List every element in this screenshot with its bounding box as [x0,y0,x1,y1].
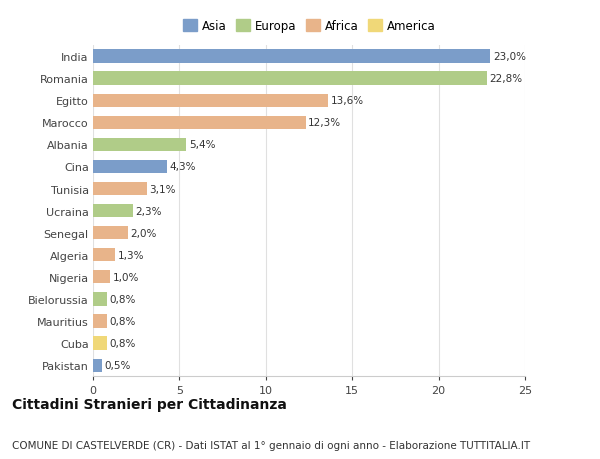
Legend: Asia, Europa, Africa, America: Asia, Europa, Africa, America [179,17,439,37]
Text: COMUNE DI CASTELVERDE (CR) - Dati ISTAT al 1° gennaio di ogni anno - Elaborazion: COMUNE DI CASTELVERDE (CR) - Dati ISTAT … [12,440,530,450]
Bar [93,117,305,129]
Bar [93,249,115,262]
Text: 22,8%: 22,8% [490,74,523,84]
Bar [93,161,167,174]
Bar [93,337,107,350]
Text: 1,3%: 1,3% [118,250,145,260]
Text: 12,3%: 12,3% [308,118,341,128]
Text: 2,3%: 2,3% [136,206,162,216]
Text: 2,0%: 2,0% [130,228,157,238]
Text: 1,0%: 1,0% [113,272,139,282]
Text: 0,8%: 0,8% [109,294,136,304]
Text: 0,8%: 0,8% [109,316,136,326]
Bar [93,227,128,240]
Text: 0,8%: 0,8% [109,338,136,348]
Text: 3,1%: 3,1% [149,184,176,194]
Bar [93,139,187,151]
Bar [93,95,328,107]
Bar [93,50,490,63]
Bar [93,293,107,306]
Text: 5,4%: 5,4% [189,140,215,150]
Bar [93,271,110,284]
Bar [93,73,487,85]
Bar [93,315,107,328]
Text: 0,5%: 0,5% [104,360,131,370]
Text: 4,3%: 4,3% [170,162,196,172]
Text: Cittadini Stranieri per Cittadinanza: Cittadini Stranieri per Cittadinanza [12,397,287,411]
Text: 23,0%: 23,0% [493,52,526,62]
Text: 13,6%: 13,6% [331,96,364,106]
Bar [93,205,133,218]
Bar [93,359,101,372]
Bar [93,183,146,196]
